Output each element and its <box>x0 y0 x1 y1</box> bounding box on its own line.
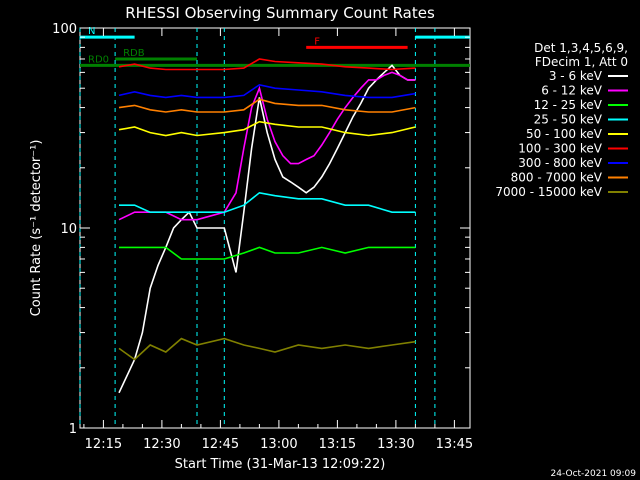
series-line <box>118 58 416 71</box>
legend-label: 50 - 100 keV <box>526 127 603 141</box>
series-line <box>118 337 416 361</box>
legend-label: 3 - 6 keV <box>549 69 603 83</box>
legend-label: 100 - 300 keV <box>518 142 602 156</box>
y-tick-label: 100 <box>52 22 77 37</box>
series-line <box>118 64 416 394</box>
series-layer <box>118 58 416 394</box>
x-tick-label: 13:45 <box>436 437 473 452</box>
x-tick-label: 12:45 <box>202 437 239 452</box>
legend-label: 800 - 7000 keV <box>511 171 603 185</box>
series-line <box>118 98 416 113</box>
flag-label-f: F <box>314 36 320 47</box>
y-tick-label: 10 <box>60 222 77 237</box>
legend-label: 12 - 25 keV <box>534 98 603 112</box>
timestamp: 24-Oct-2021 09:09 <box>551 469 637 479</box>
y-tick-label: 1 <box>69 422 77 437</box>
legend-header-line-1: Det 1,3,4,5,6,9, <box>534 41 628 55</box>
y-axis-label: Count Rate (s⁻¹ detector⁻¹) <box>29 140 44 317</box>
legend-label: 7000 - 15000 keV <box>495 185 602 199</box>
x-tick-label: 13:15 <box>319 437 356 452</box>
axis-layer: 1 10 100 12:15 12:30 12:45 13:00 13:15 13:30 13:4… <box>52 22 473 452</box>
x-tick-label: 13:00 <box>260 437 297 452</box>
series-line <box>118 71 416 221</box>
x-tick-label: 12:30 <box>143 437 180 452</box>
legend: Det 1,3,4,5,6,9, FDecim 1, Att 0 3 - 6 k… <box>495 41 628 199</box>
flag-label-rd0: RD0 <box>88 54 109 65</box>
legend-header-line-2: FDecim 1, Att 0 <box>535 55 628 69</box>
legend-label: 25 - 50 keV <box>534 113 603 127</box>
flag-label-rdb: RDB <box>123 48 145 59</box>
flag-label-n: N <box>88 26 95 37</box>
series-line <box>119 246 416 260</box>
x-axis-label: Start Time (31-Mar-13 12:09:22) <box>175 457 386 472</box>
x-tick-label: 12:15 <box>85 437 122 452</box>
legend-label: 300 - 800 keV <box>518 156 602 170</box>
legend-label: 6 - 12 keV <box>541 84 603 98</box>
x-tick-label: 13:30 <box>377 437 414 452</box>
series-line <box>119 191 416 213</box>
series-line <box>118 83 416 99</box>
series-line <box>118 120 416 137</box>
chart-title: RHESSI Observing Summary Count Rates <box>125 4 435 22</box>
